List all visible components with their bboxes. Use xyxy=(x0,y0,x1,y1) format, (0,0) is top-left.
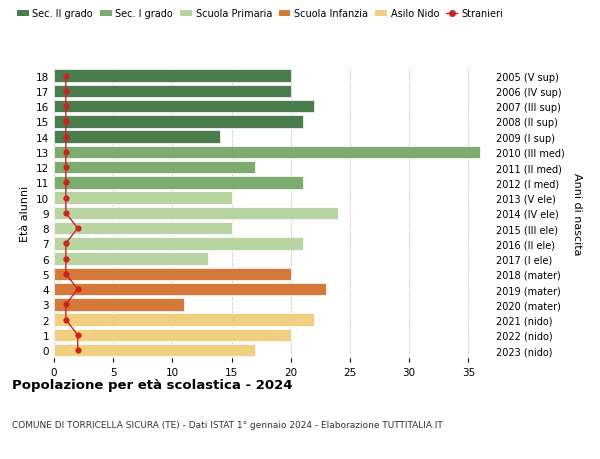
Y-axis label: Anni di nascita: Anni di nascita xyxy=(572,172,581,255)
Bar xyxy=(54,223,232,235)
Bar xyxy=(54,298,184,311)
Bar xyxy=(54,131,220,144)
Bar xyxy=(54,85,291,98)
Text: COMUNE DI TORRICELLA SICURA (TE) - Dati ISTAT 1° gennaio 2024 - Elaborazione TUT: COMUNE DI TORRICELLA SICURA (TE) - Dati … xyxy=(12,420,443,429)
Text: Popolazione per età scolastica - 2024: Popolazione per età scolastica - 2024 xyxy=(12,379,293,392)
Bar xyxy=(54,207,338,220)
Y-axis label: Età alunni: Età alunni xyxy=(20,185,31,241)
Bar xyxy=(54,344,255,357)
Bar xyxy=(54,116,302,129)
Bar xyxy=(54,314,314,326)
Legend: Sec. II grado, Sec. I grado, Scuola Primaria, Scuola Infanzia, Asilo Nido, Stran: Sec. II grado, Sec. I grado, Scuola Prim… xyxy=(17,10,503,19)
Bar xyxy=(54,192,232,204)
Bar xyxy=(54,146,480,159)
Bar xyxy=(54,238,302,250)
Bar xyxy=(54,101,314,113)
Bar xyxy=(54,283,326,296)
Bar xyxy=(54,177,302,189)
Bar xyxy=(54,268,291,280)
Bar xyxy=(54,253,208,265)
Bar xyxy=(54,162,255,174)
Bar xyxy=(54,329,291,341)
Bar xyxy=(54,70,291,83)
